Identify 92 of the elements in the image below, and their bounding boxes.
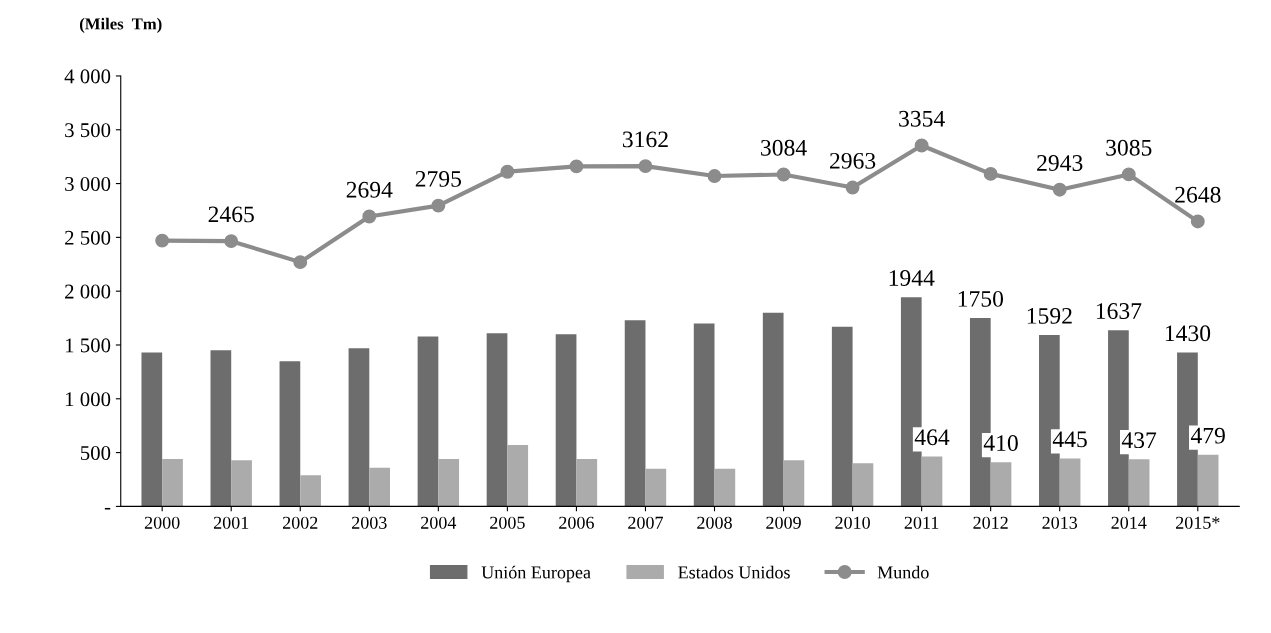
y-tick-label: 3 500 [65, 123, 111, 138]
y-tick-label: 500 [80, 445, 111, 461]
point [1190, 214, 1205, 229]
data-label: 1592 [1027, 307, 1072, 324]
data-label: 2694 [346, 181, 393, 198]
bar [279, 361, 301, 507]
bar [1197, 454, 1219, 507]
bar [783, 460, 805, 507]
data-label: 2943 [1037, 155, 1083, 171]
data-label: 445 [1052, 431, 1087, 448]
point [224, 234, 239, 249]
bar [231, 460, 252, 507]
bar [141, 352, 163, 507]
point [914, 138, 929, 153]
x-tick-label: 2008 [697, 516, 732, 529]
bar [1059, 458, 1081, 507]
data-label: 1750 [958, 290, 1004, 307]
bar [162, 459, 183, 507]
point [431, 198, 446, 213]
y-tick-label: - [104, 507, 111, 510]
data-label: 464 [914, 429, 950, 446]
point [1052, 182, 1067, 197]
x-tick-label: 2009 [766, 516, 801, 529]
data-label: 3085 [1106, 139, 1152, 156]
data-label: 3354 [899, 110, 945, 127]
data-label: 437 [1121, 432, 1157, 449]
bar [555, 334, 577, 507]
y-tick-label: 2 500 [65, 230, 111, 245]
data-label: 3084 [761, 139, 807, 156]
x-tick-label: 2011 [904, 516, 939, 529]
x-tick-label: 2013 [1042, 516, 1078, 529]
point [569, 159, 584, 174]
bar [762, 312, 784, 507]
x-tick-label: 2002 [282, 516, 318, 529]
point [293, 255, 308, 270]
data-label: 1430 [1165, 325, 1211, 342]
data-label: 3162 [622, 131, 668, 148]
bar [990, 462, 1012, 507]
data-label: 2963 [830, 152, 876, 169]
x-tick-label: 2006 [559, 516, 594, 529]
legend-label: Unión Europea [481, 565, 591, 583]
point [638, 159, 653, 174]
data-label: 2465 [208, 206, 254, 223]
bar [624, 320, 646, 507]
y-tick-label: 2 000 [65, 284, 111, 299]
y-axis-title: (Miles Tm) [79, 17, 162, 33]
y-tick-label: 1 500 [65, 338, 111, 353]
bar [852, 463, 874, 507]
point [1121, 167, 1136, 182]
bar [507, 445, 529, 507]
point [845, 180, 860, 195]
x-tick-label: 2012 [973, 516, 1008, 529]
point [500, 164, 515, 179]
bar [417, 336, 439, 507]
x-tick-label: 2015* [1176, 516, 1220, 529]
data-label: 2795 [415, 170, 462, 187]
legend-label: Estados Unidos [678, 565, 790, 579]
bar [486, 333, 508, 507]
point [983, 166, 998, 181]
data-label: 1944 [889, 270, 935, 286]
point [155, 233, 170, 248]
x-tick-label: 2007 [628, 516, 663, 529]
data-label: 479 [1190, 427, 1225, 444]
x-tick-label: 2014 [1111, 516, 1147, 529]
data-label: 410 [983, 435, 1018, 452]
x-tick-label: 2001 [213, 516, 249, 529]
bar [714, 468, 736, 507]
point [362, 209, 377, 224]
x-tick-label: 2003 [352, 516, 387, 529]
bar [645, 468, 667, 507]
bar [210, 350, 232, 507]
x-tick-label: 2010 [835, 516, 870, 529]
bar [369, 467, 391, 507]
data-label: 1637 [1096, 303, 1142, 319]
y-tick-label: 3 000 [65, 176, 111, 191]
legend-label: Mundo [877, 565, 929, 579]
x-tick-label: 2000 [144, 516, 180, 529]
bar [300, 475, 321, 507]
bar [438, 459, 460, 507]
point [776, 167, 791, 182]
data-label: 2648 [1175, 186, 1221, 203]
x-tick-label: 2005 [490, 516, 525, 529]
bar [693, 323, 715, 507]
bar [348, 348, 370, 507]
y-tick-label: 1 000 [65, 392, 111, 407]
bar [921, 456, 943, 507]
bar [576, 459, 598, 507]
x-tick-label: 2004 [421, 516, 457, 529]
bar [831, 326, 853, 507]
point [707, 169, 722, 183]
y-tick-label: 4 000 [64, 69, 111, 84]
bar [1128, 459, 1150, 507]
